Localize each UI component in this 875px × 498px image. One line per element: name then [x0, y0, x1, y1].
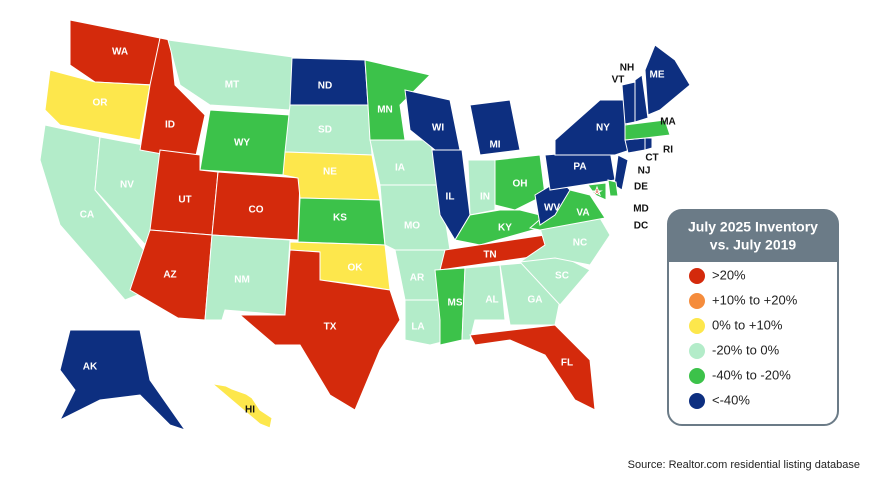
- legend-title: vs. July 2019: [710, 237, 797, 253]
- state-shape: [469, 99, 521, 156]
- state-label: CO: [249, 205, 264, 216]
- state-label: ME: [650, 70, 665, 81]
- state-shape: [204, 234, 291, 321]
- state-label: TX: [324, 322, 337, 333]
- state-shape: [644, 44, 691, 116]
- state-label: SD: [318, 125, 332, 136]
- state-shape: [494, 154, 546, 211]
- state-label: ND: [318, 81, 332, 92]
- state-label: AK: [83, 362, 98, 373]
- legend-swatch: [689, 393, 705, 409]
- legend-swatch: [689, 318, 705, 334]
- state-shape: [434, 267, 466, 346]
- legend-title: July 2025 Inventory: [688, 219, 818, 235]
- state-shape: [644, 137, 653, 151]
- state-label: MA: [660, 117, 676, 128]
- state-label: SC: [555, 271, 569, 282]
- state-label: MT: [225, 80, 239, 91]
- state-label: GA: [528, 295, 543, 306]
- state-label: VA: [576, 208, 589, 219]
- state-label: MS: [448, 298, 463, 309]
- state-label: WV: [544, 203, 560, 214]
- state-labels: WA OR CA NV ID MT WY UT CO AZ NM ND SD NE KS OK TX MN IA MO…: [80, 47, 676, 416]
- state-shape: [238, 249, 401, 411]
- state-label: RI: [663, 145, 673, 156]
- legend-label: 0% to +10%: [712, 317, 783, 332]
- state-label: TN: [483, 250, 496, 261]
- state-label: NC: [573, 238, 587, 249]
- state-shape: [554, 99, 631, 156]
- state-label: NM: [234, 275, 250, 286]
- state-label: WA: [112, 47, 128, 58]
- state-label: IL: [446, 192, 455, 203]
- state-label: ID: [165, 120, 175, 131]
- state-label: NV: [120, 180, 134, 191]
- legend-swatch: [689, 343, 705, 359]
- state-label: CT: [645, 153, 658, 164]
- state-shape: [369, 139, 441, 186]
- state-shape: [607, 179, 619, 197]
- state-label: OK: [348, 263, 364, 274]
- legend-swatch: [689, 268, 705, 284]
- state-label: AR: [410, 273, 425, 284]
- map: [39, 19, 691, 431]
- state-shape: [591, 185, 603, 197]
- state-label: NE: [323, 167, 337, 178]
- legend-label: <-40%: [712, 392, 750, 407]
- state-label: DE: [634, 182, 648, 193]
- state-label: OR: [93, 98, 109, 109]
- state-label: CA: [80, 210, 94, 221]
- state-label: NY: [596, 123, 610, 134]
- legend-label: -20% to 0%: [712, 342, 780, 357]
- state-label: UT: [178, 195, 191, 206]
- state-shape: [469, 324, 596, 411]
- state-shape: [634, 74, 649, 123]
- state-label: KS: [333, 213, 347, 224]
- state-shape: [613, 154, 629, 191]
- state-label: PA: [573, 162, 586, 173]
- state-shape: [44, 69, 151, 141]
- state-shape: [454, 209, 541, 246]
- state-label: AZ: [163, 270, 176, 281]
- state-shape: [624, 119, 671, 141]
- state-shape: [167, 39, 301, 111]
- state-label: IN: [480, 192, 490, 203]
- state-label: WY: [234, 138, 250, 149]
- legend-items: >20% +10% to +20% 0% to +10% -20% to 0% -40%…: [689, 267, 798, 409]
- state-label: AL: [485, 295, 498, 306]
- legend-header: [668, 210, 838, 262]
- state-shape: [207, 379, 273, 429]
- state-label: NJ: [638, 166, 651, 177]
- state-label: MN: [377, 105, 393, 116]
- state-label: LA: [411, 322, 424, 333]
- legend-swatch: [689, 293, 705, 309]
- state-label: NH: [620, 63, 634, 74]
- state-label: DC: [634, 221, 648, 232]
- state-shape: [467, 159, 496, 216]
- state-label: HI: [245, 405, 255, 416]
- source-note: Source: Realtor.com residential listing …: [628, 459, 860, 471]
- state-label: VT: [612, 75, 625, 86]
- legend-label: >20%: [712, 267, 746, 282]
- state-label: WI: [432, 123, 444, 134]
- legend-swatch: [689, 368, 705, 384]
- legend-label: +10% to +20%: [712, 292, 798, 307]
- state-label: MO: [404, 221, 420, 232]
- legend-label: -40% to -20%: [712, 367, 791, 382]
- state-shape: [58, 329, 187, 431]
- state-label: MI: [489, 140, 500, 151]
- state-label: IA: [395, 163, 405, 174]
- state-shape: [624, 137, 646, 154]
- state-label: FL: [561, 358, 573, 369]
- state-label: MD: [633, 204, 649, 215]
- state-label: OH: [513, 179, 528, 190]
- state-label: KY: [498, 223, 512, 234]
